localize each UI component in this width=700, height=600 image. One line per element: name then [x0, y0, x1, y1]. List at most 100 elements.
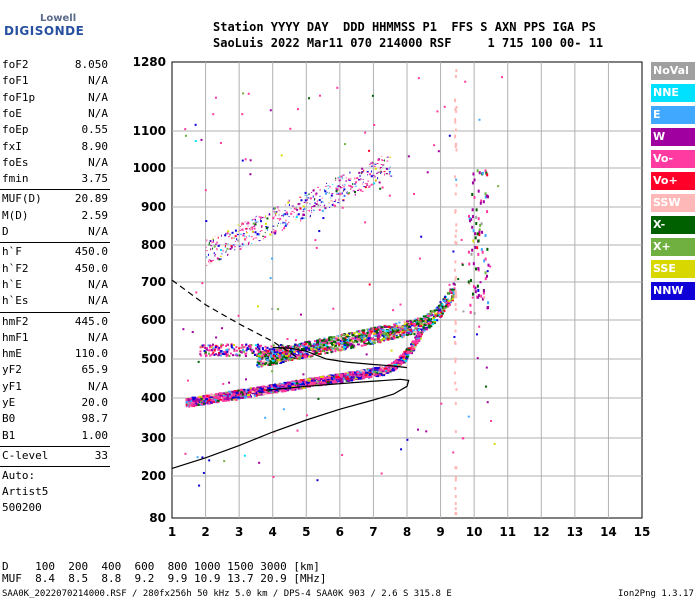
echo-point: [398, 361, 403, 364]
echo-point: [336, 342, 340, 345]
echo-point: [209, 262, 211, 265]
param-row: fmin 3.75: [2, 172, 108, 188]
echo-point: [207, 344, 210, 347]
echo-point: [352, 378, 355, 381]
echo-point: [372, 342, 376, 345]
echo-point: [256, 345, 259, 348]
echo-point: [484, 257, 487, 261]
echo-point: [207, 349, 210, 352]
echo-point: [373, 123, 376, 126]
echo-point: [285, 345, 288, 348]
echo-point: [383, 338, 387, 341]
echo-point: [304, 356, 308, 359]
echo-point: [266, 346, 269, 349]
echo-point: [273, 207, 276, 210]
echo-point: [316, 186, 319, 188]
echo-point: [334, 337, 338, 340]
echo-point: [406, 325, 410, 328]
echo-point: [322, 341, 326, 344]
echo-point: [213, 353, 216, 356]
echo-point: [444, 305, 447, 308]
echo-point: [296, 214, 298, 216]
echo-point: [454, 107, 457, 111]
echo-point: [352, 341, 356, 344]
echo-point: [249, 344, 252, 347]
echo-point: [447, 291, 450, 294]
echo-point: [217, 351, 220, 354]
echo-point: [320, 201, 322, 204]
echo-point: [377, 326, 381, 329]
echo-point: [203, 344, 206, 347]
echo-point: [325, 349, 328, 352]
echo-point: [426, 171, 429, 174]
echo-point: [214, 396, 218, 399]
echo-point: [497, 185, 500, 188]
echo-point: [454, 502, 457, 506]
echo-point: [329, 336, 333, 339]
echo-point: [349, 184, 352, 187]
param-row: C-level 33: [2, 449, 108, 465]
echo-point: [359, 189, 362, 192]
echo-point: [403, 335, 406, 338]
echo-point: [323, 338, 326, 341]
echo-point: [255, 215, 257, 217]
echo-point: [234, 246, 237, 248]
echo-point: [362, 181, 364, 183]
echo-point: [378, 373, 383, 376]
echo-point: [258, 347, 261, 350]
echo-point: [344, 194, 346, 197]
echo-point: [359, 337, 363, 340]
echo-point: [300, 356, 304, 359]
echo-point: [467, 250, 470, 254]
echo-point: [484, 271, 487, 275]
echo-point: [380, 339, 383, 342]
echo-point: [212, 240, 214, 243]
echo-point: [304, 384, 308, 387]
echo-point: [269, 354, 272, 357]
echo-point: [334, 350, 337, 353]
echo-point: [220, 352, 223, 355]
echo-point: [293, 345, 296, 348]
echo-point: [351, 371, 354, 374]
echo-point: [405, 324, 408, 327]
echo-point: [402, 354, 406, 357]
echo-point: [390, 349, 393, 352]
echo-point: [261, 360, 265, 363]
echo-point: [320, 343, 324, 346]
echo-point: [355, 373, 359, 376]
echo-point: [361, 167, 364, 170]
echo-point: [200, 403, 205, 406]
echo-point: [351, 334, 355, 337]
echo-point: [484, 234, 487, 238]
param-name: fmin: [2, 172, 29, 186]
echo-point: [234, 229, 237, 232]
echo-point: [297, 213, 300, 216]
echo-point: [220, 235, 222, 237]
echo-point: [279, 343, 282, 346]
echo-point: [376, 368, 379, 371]
echo-point: [272, 349, 276, 352]
echo-point: [374, 175, 376, 178]
echo-point: [454, 360, 457, 364]
echo-point: [361, 331, 365, 334]
echo-point: [315, 345, 318, 348]
echo-point: [247, 242, 249, 245]
echo-point: [227, 253, 229, 255]
echo-point: [240, 223, 242, 226]
echo-point: [268, 363, 272, 366]
echo-point: [269, 360, 272, 363]
echo-point: [338, 337, 342, 340]
echo-point: [220, 350, 223, 353]
echo-point: [253, 394, 256, 397]
echo-point: [321, 197, 323, 199]
echo-point: [288, 215, 290, 217]
echo-point: [454, 319, 457, 323]
echo-point: [230, 245, 233, 248]
echo-point: [402, 361, 405, 364]
echo-point: [233, 237, 235, 239]
echo-point: [300, 219, 302, 222]
echo-point: [367, 174, 369, 176]
echo-point: [371, 370, 374, 373]
echo-point: [485, 385, 488, 388]
echo-point: [230, 246, 233, 249]
